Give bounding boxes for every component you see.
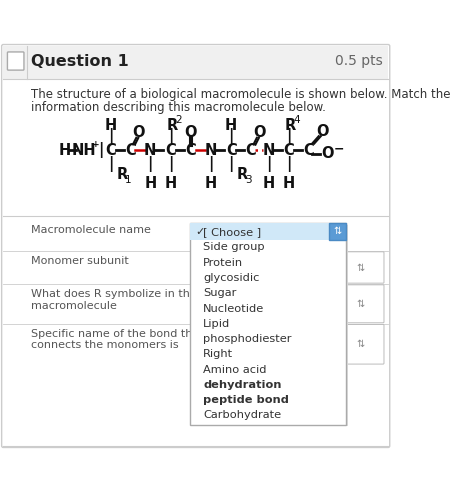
Text: N: N: [204, 143, 217, 158]
Bar: [3, 46, 388, 79]
Text: ⇅: ⇅: [356, 262, 364, 273]
Text: |: |: [168, 128, 173, 144]
Text: |: |: [228, 156, 234, 172]
FancyBboxPatch shape: [337, 252, 384, 283]
Text: glycosidic: glycosidic: [203, 273, 259, 283]
Text: Carbohydrate: Carbohydrate: [203, 410, 281, 421]
Text: H: H: [165, 176, 177, 191]
Text: R: R: [117, 167, 128, 183]
Text: Sugar: Sugar: [203, 288, 237, 298]
Text: O: O: [132, 125, 145, 140]
Text: N: N: [262, 143, 274, 158]
Text: The structure of a biological macromolecule is shown below. Match the: The structure of a biological macromolec…: [31, 88, 451, 101]
Text: C: C: [185, 143, 196, 158]
Text: H: H: [58, 143, 71, 158]
Text: |: |: [208, 156, 213, 172]
Text: −: −: [334, 142, 344, 155]
Text: H: H: [262, 176, 274, 191]
FancyBboxPatch shape: [8, 52, 24, 70]
Text: 3: 3: [245, 175, 252, 185]
FancyBboxPatch shape: [1, 44, 390, 448]
Text: O: O: [316, 123, 328, 139]
Text: H: H: [225, 118, 237, 133]
Text: 1: 1: [125, 175, 131, 185]
Text: ⇅: ⇅: [356, 299, 364, 309]
Text: Question 1: Question 1: [31, 54, 129, 68]
Text: R: R: [166, 118, 177, 133]
Text: C: C: [283, 143, 294, 158]
Text: C: C: [125, 143, 136, 158]
Text: phosphodiester: phosphodiester: [203, 334, 292, 344]
Text: |: |: [286, 156, 292, 172]
Text: peptide bond: peptide bond: [203, 395, 289, 405]
Text: 2: 2: [175, 116, 182, 125]
Bar: [329, 223, 346, 240]
Text: C: C: [246, 143, 256, 158]
Text: Right: Right: [203, 349, 233, 359]
Text: ⇅: ⇅: [356, 339, 364, 349]
Text: C: C: [105, 143, 116, 158]
Text: |: |: [286, 128, 292, 144]
Text: Specific name of the bond that
connects the monomers is: Specific name of the bond that connects …: [31, 329, 204, 350]
Text: O: O: [321, 146, 334, 161]
Text: C: C: [303, 143, 314, 158]
Text: |: |: [108, 128, 113, 144]
Text: Lipid: Lipid: [203, 319, 230, 329]
Text: H: H: [204, 176, 217, 191]
FancyBboxPatch shape: [190, 223, 346, 425]
Text: C: C: [226, 143, 237, 158]
Text: NH: NH: [72, 143, 97, 158]
Text: N: N: [144, 143, 156, 158]
Text: Monomer subunit: Monomer subunit: [31, 256, 129, 266]
Bar: [190, 223, 329, 240]
FancyBboxPatch shape: [191, 224, 347, 427]
Text: R: R: [284, 118, 295, 133]
Text: Protein: Protein: [203, 258, 243, 268]
Text: |: |: [108, 156, 113, 172]
FancyBboxPatch shape: [337, 324, 384, 364]
Text: R: R: [237, 167, 248, 183]
Text: |: |: [228, 128, 234, 144]
FancyBboxPatch shape: [337, 285, 384, 323]
Text: H: H: [283, 176, 295, 191]
Text: O: O: [184, 125, 197, 140]
Text: information describing this macromolecule below.: information describing this macromolecul…: [31, 101, 326, 114]
Text: |: |: [98, 142, 103, 158]
Text: [ Choose ]: [ Choose ]: [203, 227, 261, 237]
Text: |: |: [147, 156, 153, 172]
Text: |: |: [168, 156, 173, 172]
Text: 4: 4: [293, 116, 300, 125]
Text: What does R symbolize in this
macromolecule: What does R symbolize in this macromolec…: [31, 289, 199, 310]
Text: Amino acid: Amino acid: [203, 365, 267, 374]
Text: ✓: ✓: [195, 227, 204, 237]
Text: Side group: Side group: [203, 243, 265, 252]
Text: +: +: [92, 140, 100, 149]
Text: H: H: [144, 176, 156, 191]
Text: |: |: [266, 156, 271, 172]
Text: ⇅: ⇅: [334, 226, 342, 236]
Text: 0.5 pts: 0.5 pts: [336, 54, 383, 68]
Text: C: C: [165, 143, 176, 158]
Text: dehydration: dehydration: [203, 380, 282, 390]
Text: O: O: [253, 125, 265, 140]
Text: Nucleotide: Nucleotide: [203, 304, 264, 313]
Text: H: H: [105, 118, 117, 133]
Text: Macromolecule name: Macromolecule name: [31, 225, 151, 235]
